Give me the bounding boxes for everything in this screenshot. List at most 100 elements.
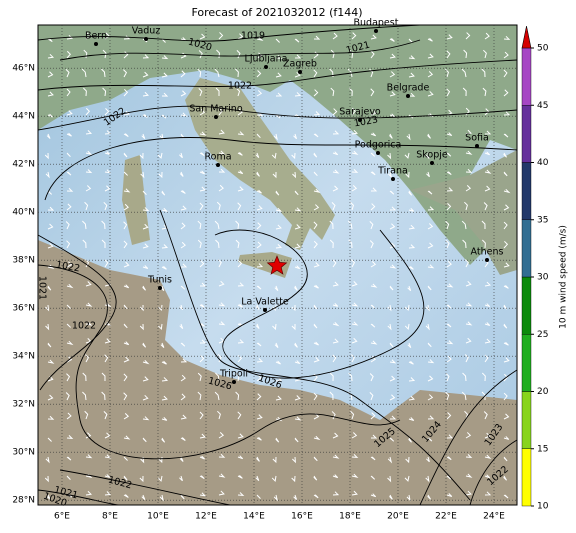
- wind-barb: [484, 491, 492, 496]
- wind-barb: [313, 392, 318, 401]
- lon-tick-label: 8°E: [102, 512, 118, 522]
- wind-barb: [313, 69, 318, 78]
- city-label: Ljubljana: [245, 54, 288, 65]
- wind-barb: [408, 417, 415, 421]
- wind-barb: [503, 475, 507, 481]
- isobars: [38, 25, 517, 505]
- wind-barb: [463, 49, 468, 59]
- wind-barb: [273, 133, 278, 141]
- wind-barb: [142, 243, 149, 249]
- wind-barb: [123, 110, 130, 116]
- wind-barb: [427, 133, 431, 139]
- wind-barb: [503, 89, 509, 97]
- wind-barb: [350, 201, 355, 211]
- wind-barb: [101, 372, 106, 382]
- wind-barb: [218, 431, 225, 439]
- wind-barb: [47, 342, 52, 348]
- wind-barb: [237, 260, 243, 268]
- wind-barb: [294, 92, 302, 97]
- wind-barb: [275, 244, 283, 249]
- wind-barb: [65, 69, 70, 78]
- wind-barb: [446, 456, 452, 461]
- wind-barb: [214, 391, 220, 401]
- wind-barb: [47, 71, 54, 78]
- wind-barb: [275, 437, 280, 443]
- wind-barb: [370, 434, 378, 439]
- city-label: Podgorica: [355, 140, 402, 151]
- wind-barb: [85, 281, 92, 287]
- wind-barb: [389, 415, 397, 420]
- wind-barb: [102, 87, 107, 97]
- colorbar-label: 10 m wind speed (m/s): [559, 225, 569, 329]
- wind-barb: [503, 133, 509, 138]
- wind-barb: [483, 411, 488, 420]
- wind-barb: [218, 150, 226, 155]
- wind-barb: [237, 186, 244, 192]
- isobar-label: 1022: [72, 321, 96, 332]
- wind-barbs: [44, 32, 511, 502]
- colorbar-segment: [521, 105, 532, 163]
- wind-barb: [123, 88, 129, 97]
- wind-barb: [370, 283, 378, 288]
- wind-barb: [255, 152, 260, 159]
- wind-barb: [199, 202, 204, 211]
- wind-barb: [332, 474, 339, 479]
- wind-barb: [66, 88, 71, 97]
- wind-barb: [216, 201, 221, 211]
- wind-barb: [101, 239, 106, 249]
- wind-barb: [179, 152, 183, 159]
- wind-barb: [370, 152, 376, 157]
- wind-barb: [66, 132, 72, 137]
- wind-barb: [218, 302, 226, 307]
- wind-barb: [160, 342, 165, 348]
- wind-barb: [158, 171, 163, 179]
- wind-barb: [217, 354, 222, 363]
- wind-barb: [161, 92, 169, 97]
- wind-barb: [503, 188, 511, 194]
- wind-barb: [85, 432, 92, 439]
- wind-barb: [123, 392, 128, 401]
- wind-barb: [348, 239, 353, 249]
- city-dot: [406, 94, 410, 98]
- city-label: Skopje: [416, 150, 448, 161]
- lon-tick-label: 10°E: [147, 512, 169, 522]
- colorbar-tick-label: 45: [537, 101, 548, 111]
- wind-barb: [180, 70, 186, 78]
- wind-barb: [85, 32, 91, 40]
- wind-barb: [142, 190, 147, 196]
- wind-barb: [503, 436, 510, 440]
- wind-barb: [503, 240, 509, 249]
- wind-barb: [332, 151, 339, 156]
- wind-barb: [351, 490, 358, 496]
- wind-barb: [85, 354, 90, 363]
- wind-barb: [503, 413, 510, 420]
- wind-barb: [332, 32, 338, 40]
- wind-barb: [387, 456, 393, 464]
- wind-barb: [427, 437, 433, 442]
- wind-barb: [104, 185, 111, 192]
- city-dot: [485, 258, 489, 262]
- wind-barb: [104, 259, 109, 268]
- colorbar-segment: [521, 276, 532, 335]
- wind-barb: [180, 263, 188, 268]
- wind-barb: [351, 432, 358, 439]
- city-label: Athens: [471, 247, 504, 258]
- wind-barb: [84, 201, 89, 211]
- wind-barb: [161, 72, 168, 78]
- wind-barb: [237, 474, 243, 479]
- city-dot: [216, 163, 220, 167]
- wind-barb: [329, 220, 334, 230]
- wind-barb: [104, 432, 111, 439]
- wind-barb: [465, 432, 472, 439]
- city-dot: [358, 118, 362, 122]
- wind-barb: [158, 323, 163, 331]
- wind-barb: [503, 35, 511, 40]
- lon-tick-label: 14°E: [243, 512, 265, 522]
- colorbar-tick-label: 40: [537, 158, 549, 168]
- wind-barb: [294, 54, 302, 59]
- wind-barb: [482, 239, 486, 249]
- wind-barb: [446, 132, 453, 137]
- wind-barb: [481, 391, 486, 401]
- wind-barb: [332, 338, 339, 344]
- wind-barb: [313, 188, 321, 193]
